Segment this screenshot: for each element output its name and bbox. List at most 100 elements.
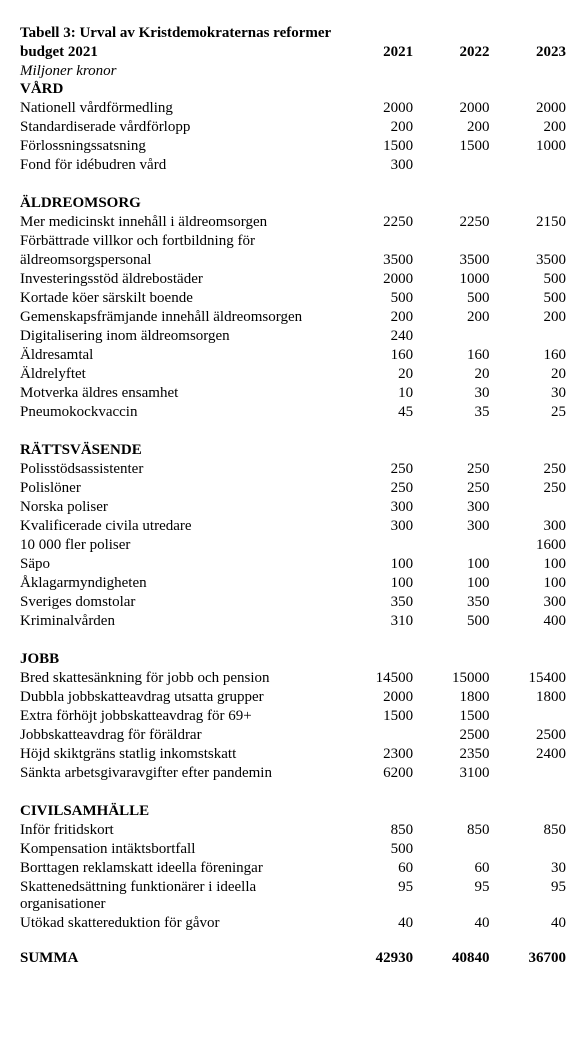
row-value: 3500 xyxy=(337,251,413,270)
summa-value: 36700 xyxy=(490,949,566,968)
row-value: 2000 xyxy=(337,688,413,707)
row-value: 30 xyxy=(490,859,566,878)
section-header: ÄLDREOMSORG xyxy=(20,191,337,213)
row-value xyxy=(413,327,489,346)
row-label: Höjd skiktgräns statlig inkomstskatt xyxy=(20,745,337,764)
table-title-line2: budget 2021 xyxy=(20,43,337,62)
row-value: 2000 xyxy=(337,270,413,289)
row-value: 2250 xyxy=(337,213,413,232)
row-value: 1600 xyxy=(490,536,566,555)
summa-label: SUMMA xyxy=(20,949,337,968)
row-label: Kompensation intäktsbortfall xyxy=(20,840,337,859)
row-value: 350 xyxy=(337,593,413,612)
row-value: 2500 xyxy=(413,726,489,745)
row-value: 200 xyxy=(490,118,566,137)
row-value: 200 xyxy=(337,118,413,137)
row-value: 1500 xyxy=(337,707,413,726)
row-label: Skattenedsättning funktionärer i ideella… xyxy=(20,878,337,914)
row-value xyxy=(337,536,413,555)
row-value: 2000 xyxy=(337,99,413,118)
row-value: 3100 xyxy=(413,764,489,783)
row-label: 10 000 fler poliser xyxy=(20,536,337,555)
row-value: 100 xyxy=(337,555,413,574)
row-label: Pneumokockvaccin xyxy=(20,403,337,422)
row-label: Extra förhöjt jobbskatteavdrag för 69+ xyxy=(20,707,337,726)
row-value: 500 xyxy=(490,270,566,289)
row-label: Kortade köer särskilt boende xyxy=(20,289,337,308)
row-value: 250 xyxy=(490,479,566,498)
row-value: 2500 xyxy=(490,726,566,745)
row-value: 400 xyxy=(490,612,566,631)
row-value: 500 xyxy=(490,289,566,308)
row-value xyxy=(413,840,489,859)
row-value: 160 xyxy=(490,346,566,365)
row-label: Gemenskapsfrämjande innehåll äldreomsorg… xyxy=(20,308,337,327)
row-value: 40 xyxy=(413,914,489,933)
row-value: 95 xyxy=(490,878,566,914)
row-value xyxy=(413,536,489,555)
row-label: Dubbla jobbskatteavdrag utsatta grupper xyxy=(20,688,337,707)
row-value: 1500 xyxy=(337,137,413,156)
row-value: 14500 xyxy=(337,669,413,688)
row-value: 60 xyxy=(337,859,413,878)
row-value: 500 xyxy=(413,612,489,631)
row-value: 25 xyxy=(490,403,566,422)
row-value: 850 xyxy=(337,821,413,840)
row-value: 45 xyxy=(337,403,413,422)
row-value: 500 xyxy=(337,840,413,859)
row-value xyxy=(490,764,566,783)
row-label: Äldresamtal xyxy=(20,346,337,365)
row-value: 250 xyxy=(413,479,489,498)
summa-value: 40840 xyxy=(413,949,489,968)
row-value: 850 xyxy=(413,821,489,840)
row-value xyxy=(337,232,413,251)
row-value: 300 xyxy=(337,156,413,175)
row-label: Jobbskatteavdrag för föräldrar xyxy=(20,726,337,745)
row-value: 250 xyxy=(490,460,566,479)
row-label: Sveriges domstolar xyxy=(20,593,337,612)
summa-value: 42930 xyxy=(337,949,413,968)
section-header: JOBB xyxy=(20,647,337,669)
row-value: 300 xyxy=(413,498,489,517)
row-value: 95 xyxy=(413,878,489,914)
row-value: 250 xyxy=(413,460,489,479)
row-value: 300 xyxy=(337,517,413,536)
row-label: Förlossningssatsning xyxy=(20,137,337,156)
section-header: CIVILSAMHÄLLE xyxy=(20,799,337,821)
row-value: 500 xyxy=(337,289,413,308)
row-value: 20 xyxy=(337,365,413,384)
row-value: 2250 xyxy=(413,213,489,232)
row-label: Digitalisering inom äldreomsorgen xyxy=(20,327,337,346)
row-value: 100 xyxy=(413,574,489,593)
row-value xyxy=(490,327,566,346)
row-label: Norska poliser xyxy=(20,498,337,517)
row-label: Polisstödsassistenter xyxy=(20,460,337,479)
row-value: 40 xyxy=(337,914,413,933)
row-value: 35 xyxy=(413,403,489,422)
row-value: 300 xyxy=(490,517,566,536)
row-value: 300 xyxy=(337,498,413,517)
row-value: 100 xyxy=(490,555,566,574)
row-value: 250 xyxy=(337,460,413,479)
row-value: 2400 xyxy=(490,745,566,764)
row-label: Bred skattesänkning för jobb och pension xyxy=(20,669,337,688)
row-value: 100 xyxy=(413,555,489,574)
row-value: 60 xyxy=(413,859,489,878)
row-label: Fond för idébudren vård xyxy=(20,156,337,175)
row-label: Förbättrade villkor och fortbildning för xyxy=(20,232,337,251)
row-value: 250 xyxy=(337,479,413,498)
row-value: 160 xyxy=(413,346,489,365)
row-label: Investeringsstöd äldrebostäder xyxy=(20,270,337,289)
row-value: 1000 xyxy=(490,137,566,156)
row-label: Borttagen reklamskatt ideella föreningar xyxy=(20,859,337,878)
row-value: 300 xyxy=(413,517,489,536)
row-value xyxy=(490,840,566,859)
row-value: 20 xyxy=(490,365,566,384)
row-value: 2300 xyxy=(337,745,413,764)
year-2023: 2023 xyxy=(490,43,566,62)
table-title-line1: Tabell 3: Urval av Kristdemokraternas re… xyxy=(20,24,337,43)
row-label: Polislöner xyxy=(20,479,337,498)
row-value: 10 xyxy=(337,384,413,403)
row-value: 3500 xyxy=(413,251,489,270)
row-value: 15400 xyxy=(490,669,566,688)
